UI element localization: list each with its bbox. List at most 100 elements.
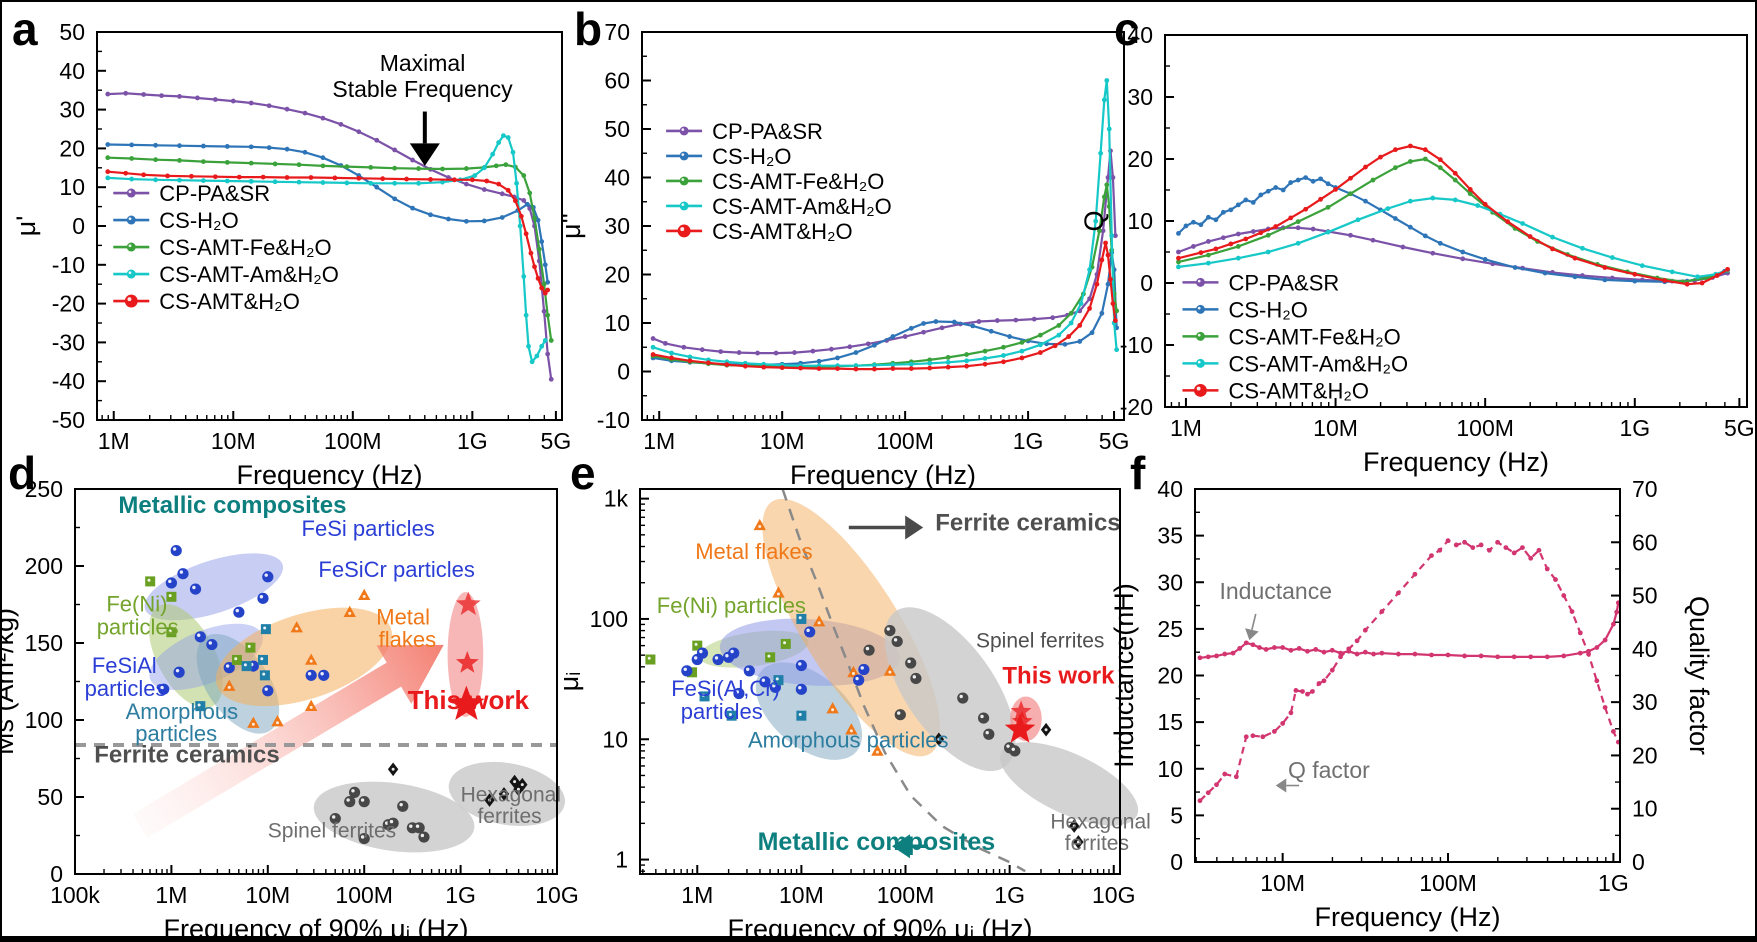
panel-b-axes: 1M 10M 100M 1G 5G Frequency (Hz) -10 0 10 20 30 40 5… [556,19,1129,490]
y-tick-label: 60 [604,68,630,94]
series-q-factor [1197,538,1621,804]
y-tick-label: 0 [72,213,85,239]
panel-b-letter: b [574,3,603,55]
y-tick-label: 30 [1157,569,1183,595]
annotation-text: Fe(Ni) [106,591,167,616]
region-ellipse [447,592,484,717]
annotation-text: Ferrite ceramics [94,741,279,768]
annotation-text: Amorphous [126,699,239,724]
y-tick-label: 0 [1632,849,1645,875]
x-tick-label: 1G [1598,870,1629,896]
panel-d-axes: 100k 1M 10M 100M 1G 10G Frequency of 90% μᵢ (H… [2,476,579,936]
scatter-fe-ni-particles [145,576,256,665]
x-axis-title: Frequency (Hz) [236,460,422,490]
series-cs-amt-h-o [1176,143,1730,287]
y-tick-label: 0 [1170,849,1183,875]
y-tick-label: 30 [604,213,630,239]
x-tick-label: 10M [779,882,824,908]
y-tick-label: -40 [52,368,85,394]
x-tick-label: 1M [681,882,713,908]
y-axis-title: μ' [11,216,41,237]
y-tick-label: 5 [1170,802,1183,828]
y-tick-label: 150 [25,630,63,656]
panel-a-legend: CP-PA&SRCS-H₂OCS-AMT-Fe&H₂OCS-AMT-Am&H₂O… [113,181,339,314]
legend-label: CS-H₂O [712,144,791,169]
scatter-metal-flakes [223,588,371,728]
x-tick-label: 10G [535,882,578,908]
x-tick-label: 10M [245,882,290,908]
y-tick-label: 40 [1127,22,1153,48]
y-tick-label: -10 [52,252,85,278]
y-tick-label: 40 [604,165,630,191]
y-tick-label: -20 [52,291,85,317]
x-tick-label: 100M [1456,415,1514,441]
y-tick-label: 50 [37,784,63,810]
annotation-text: ferrites [1065,832,1129,855]
annotation-text: ferrites [477,805,541,828]
y-tick-label: 10 [1157,756,1183,782]
region-ellipse [215,607,393,707]
scatter-fesi-particles [158,545,330,697]
x-tick-label: 1M [98,428,130,454]
series-cs-amt-h-o [105,169,551,296]
series-cp-pa-sr [650,148,1118,356]
scatter-this-work [1004,700,1036,743]
trend-arrow [132,644,444,838]
y-tick-label: -20 [1120,394,1153,420]
annotation-text: Hexagonal [1050,811,1150,834]
x-tick-label: 1M [643,428,675,454]
x-tick-label: 1G [457,428,488,454]
y-tick-label: 10 [59,174,85,200]
panel-a-axes: 1M 10M 100M 1G 5G Frequency (Hz) -50 -40 -30 -20 -… [11,19,571,490]
scatter-spinel-ferrites [329,786,430,845]
x-tick-label: 10M [1260,870,1305,896]
annotation-text: Metallic composites [118,492,346,519]
y-tick-label: -50 [52,407,85,433]
legend-label: CS-AMT&H₂O [1228,378,1369,403]
series-cs-amt-fe-h-o [1176,156,1730,285]
panel-e-chart: Ferrite ceramics Metal flakes Fe(Ni) parti… [554,486,1151,942]
y-tick-label: 50 [1632,583,1658,609]
legend-label: CS-AMT&H₂O [159,289,300,314]
y-axis-title: Inductance(nH) [1109,583,1139,768]
panel-c-axes: 1M 10M 100M 1G 5G Frequency (Hz) -20 -10 0 10 20 30… [1079,22,1755,477]
y-tick-label: 100 [590,606,628,632]
scatter-this-work [448,591,485,720]
y-tick-label: 250 [25,476,63,502]
y-tick-label: 20 [59,135,85,161]
panel-c-legend: CP-PA&SRCS-H₂OCS-AMT-Fe&H₂OCS-AMT-Am&H₂O… [1182,270,1408,403]
y-axis-title: μ'' [556,213,586,239]
y-tick-label: -10 [597,407,630,433]
x-tick-label: 10G [1092,882,1135,908]
x-tick-label: 1M [1170,415,1202,441]
boundary-dashed-curve [781,488,1026,873]
annotation-text: This work [408,685,530,715]
x-tick-label: 100M [335,882,393,908]
series-inductance [1197,600,1621,661]
panel-b-chart: 1M 10M 100M 1G 5G Frequency (Hz) -10 0 10 20 30 40 5… [556,19,1129,490]
x-axis-title: Frequency of 90% μᵢ (Hz) [728,914,1033,942]
series-cs-amt-h-o [650,240,1118,372]
legend-label: CS-AMT-Fe&H₂O [159,235,331,260]
x-axis-title: Frequency (Hz) [1363,447,1549,477]
x-tick-label: 5G [1099,428,1130,454]
legend-label: CP-PA&SR [159,181,270,206]
y-tick-label: 60 [1632,529,1658,555]
y-tick-label: 100 [25,707,63,733]
y-tick-label: 30 [59,97,85,123]
scatter-spinel-ferrites [863,624,1021,757]
y-tick-label: 30 [1632,689,1658,715]
y-tick-label: 0 [617,359,630,385]
x-tick-label: 1M [155,882,187,908]
annotation-text: Metal flakes [695,539,812,564]
y-tick-label: 35 [1157,523,1183,549]
panel-e-axes: 1M 10M 100M 1G 10G Frequency of 90% μᵢ (Hz) 1 1… [554,486,1135,942]
legend-label: CS-H₂O [159,208,238,233]
y-tick-label: 50 [59,19,85,45]
annotation-text: particles [135,721,217,746]
annotation-text: Ferrite ceramics [935,510,1120,537]
region-ellipse [762,498,940,757]
